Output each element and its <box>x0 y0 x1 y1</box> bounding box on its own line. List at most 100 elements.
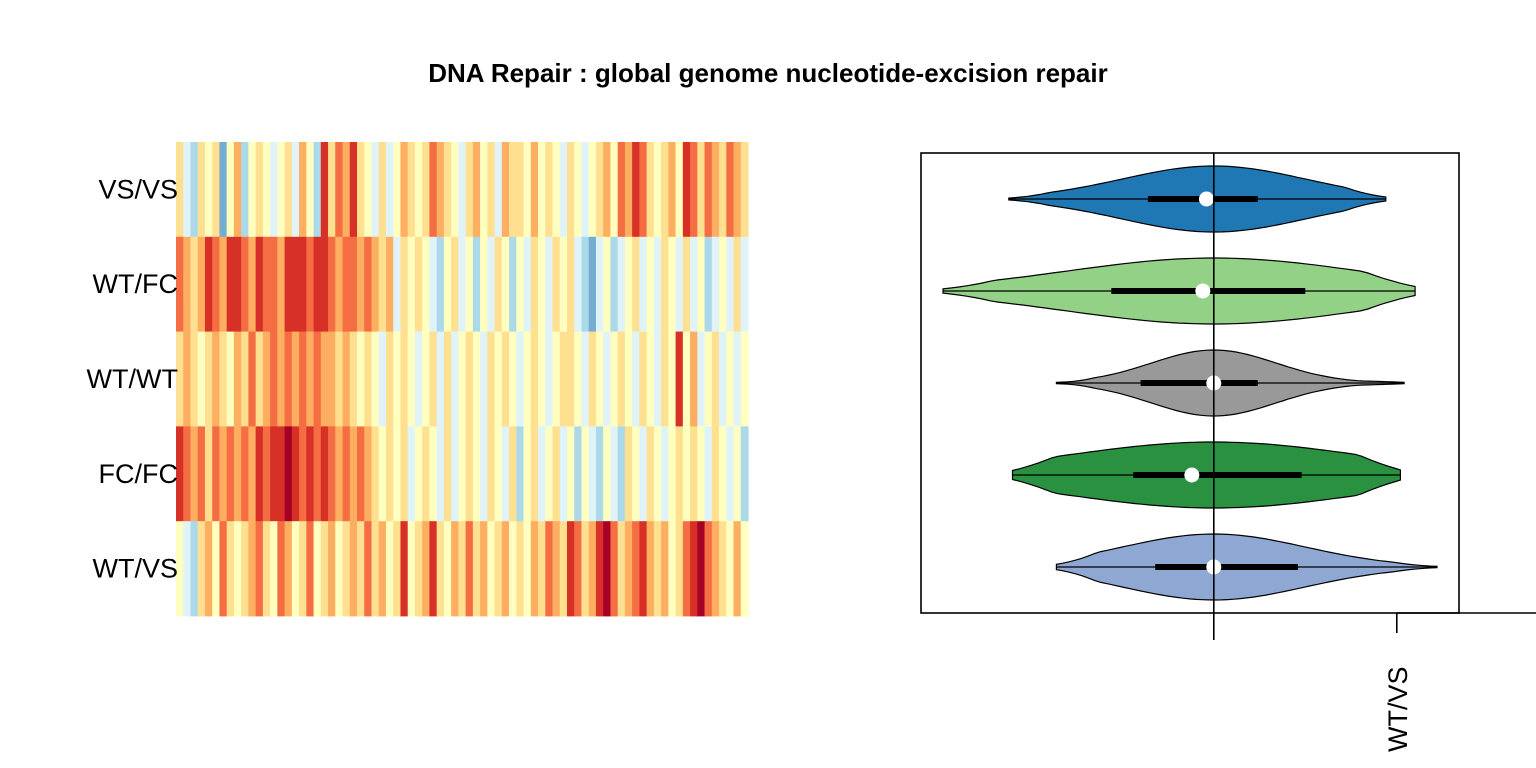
heatmap-panel: VS/VS WT/FC WT/WT FC/FC WT/VS <box>87 142 749 617</box>
heatmap-cell <box>668 331 677 427</box>
heatmap-cell <box>313 426 322 522</box>
heatmap-cell <box>711 521 720 617</box>
heatmap-cell <box>653 142 662 238</box>
heatmap-cell <box>719 331 727 427</box>
heatmap-cell <box>610 142 619 238</box>
chart-title: DNA Repair : global genome nucleotide-ex… <box>428 58 1108 88</box>
heatmap-cell <box>328 426 336 522</box>
heatmap-cell <box>204 142 213 238</box>
heatmap-cell <box>480 521 488 617</box>
violin-median-point <box>1195 283 1211 299</box>
heatmap-cell <box>436 142 445 238</box>
heatmap-cell <box>299 426 307 522</box>
heatmap-cell <box>378 142 387 238</box>
heatmap-cell <box>719 142 727 238</box>
heatmap-cell <box>176 426 184 522</box>
heatmap-row-label: WT/WT <box>87 364 178 394</box>
heatmap-cell <box>603 521 612 617</box>
heatmap-cell <box>588 426 597 522</box>
heatmap-cell <box>357 331 365 427</box>
heatmap-cell <box>646 236 655 332</box>
heatmap-cell <box>422 521 431 617</box>
heatmap-cell <box>610 331 619 427</box>
heatmap-cell <box>306 236 315 332</box>
heatmap-cell <box>400 426 409 522</box>
heatmap-cell <box>436 331 445 427</box>
heatmap-cell <box>574 426 583 522</box>
heatmap-cell <box>393 521 402 617</box>
heatmap-cell <box>595 521 604 617</box>
heatmap-cell <box>566 142 575 238</box>
heatmap-cell <box>226 521 235 617</box>
heatmap-cell <box>603 236 612 332</box>
heatmap-cell <box>371 236 380 332</box>
heatmap-cell <box>465 521 474 617</box>
heatmap-cell <box>443 426 452 522</box>
heatmap-cell <box>241 331 249 427</box>
heatmap-cell <box>183 521 192 617</box>
heatmap-cell <box>632 142 640 238</box>
heatmap-cell <box>545 142 554 238</box>
heatmap-cell <box>342 426 351 522</box>
heatmap-cell <box>487 426 496 522</box>
heatmap-cell <box>726 426 735 522</box>
heatmap-cell <box>516 142 525 238</box>
heatmap-cell <box>291 521 300 617</box>
violin-median-point <box>1198 191 1214 207</box>
heatmap-cell <box>639 521 648 617</box>
heatmap-cell <box>624 236 633 332</box>
heatmap-cell <box>255 521 264 617</box>
heatmap-cell <box>653 521 662 617</box>
heatmap-cell <box>581 521 590 617</box>
heatmap-row-label: FC/FC <box>99 459 178 489</box>
heatmap-cell <box>697 142 706 238</box>
heatmap-cell <box>422 331 431 427</box>
heatmap-cell <box>501 426 510 522</box>
heatmap-cell <box>632 331 640 427</box>
heatmap-cell <box>270 142 278 238</box>
heatmap-cell <box>248 426 257 522</box>
heatmap-cell <box>697 426 706 522</box>
heatmap-cell <box>204 236 213 332</box>
heatmap-cell <box>400 142 409 238</box>
heatmap-cell <box>357 426 365 522</box>
heatmap-cell <box>349 521 358 617</box>
heatmap-cell <box>697 521 706 617</box>
heatmap-cell <box>552 236 561 332</box>
violin-median-point <box>1184 467 1200 483</box>
heatmap-cell <box>284 142 293 238</box>
heatmap-cell <box>603 426 612 522</box>
heatmap-row-label: WT/VS <box>93 554 179 584</box>
heatmap-row-labels: VS/VS WT/FC WT/WT FC/FC WT/VS <box>87 174 178 583</box>
heatmap-cell <box>306 521 315 617</box>
heatmap-cell <box>472 521 481 617</box>
heatmap-cell <box>204 426 213 522</box>
heatmap-cell <box>429 142 438 238</box>
heatmap-cell <box>501 142 510 238</box>
heatmap-cell <box>277 426 286 522</box>
heatmap-cell <box>675 426 684 522</box>
heatmap-cell <box>624 331 633 427</box>
heatmap-cell <box>538 331 546 427</box>
heatmap-cell <box>704 521 713 617</box>
heatmap-cell <box>530 142 539 238</box>
heatmap-cell <box>262 426 271 522</box>
heatmap-cell <box>407 521 416 617</box>
heatmap-cell <box>733 331 742 427</box>
heatmap-cell <box>595 236 604 332</box>
heatmap-cell <box>545 426 554 522</box>
heatmap-cell <box>212 426 221 522</box>
heatmap-cell <box>595 331 604 427</box>
heatmap-cell <box>552 142 561 238</box>
heatmap-cell <box>335 236 344 332</box>
heatmap-cell <box>617 236 626 332</box>
heatmap-cell <box>357 236 365 332</box>
heatmap-cell <box>284 426 293 522</box>
heatmap-cell <box>552 331 561 427</box>
heatmap-cell <box>443 521 452 617</box>
heatmap-cell <box>690 521 698 617</box>
heatmap-cell <box>183 426 192 522</box>
heatmap-cell <box>349 236 358 332</box>
heatmap-cell <box>523 331 532 427</box>
heatmap-cell <box>342 142 351 238</box>
